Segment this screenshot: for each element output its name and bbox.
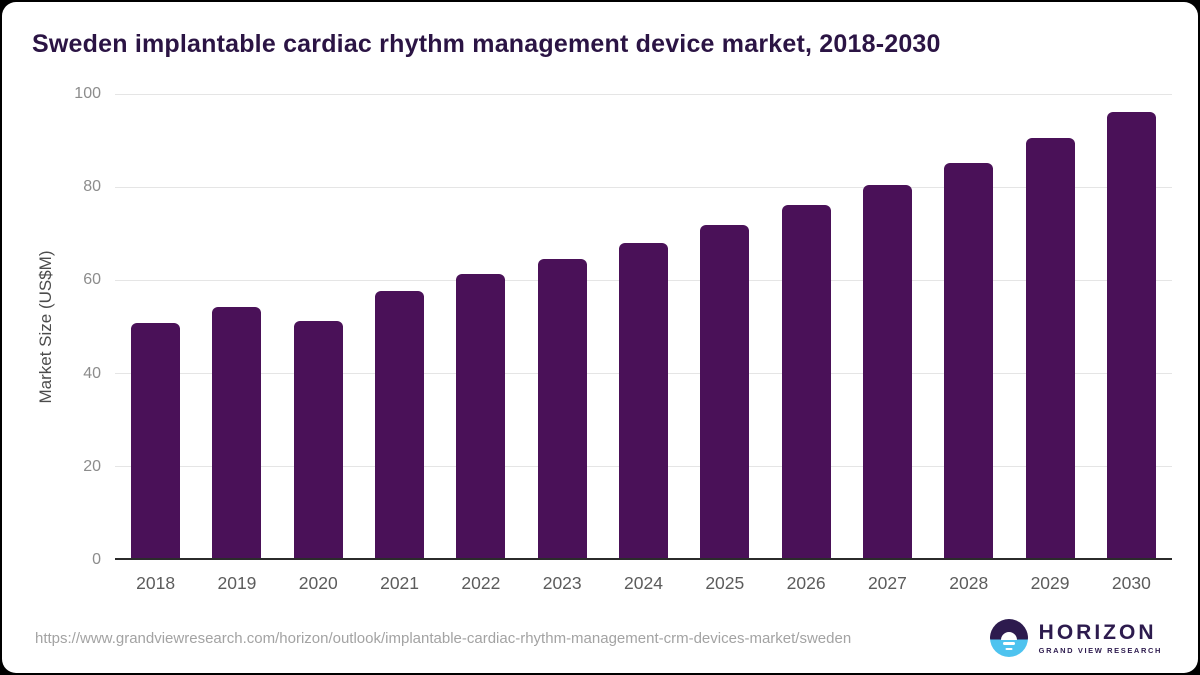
bar-2030 <box>1106 112 1156 559</box>
x-tick-label-2023: 2023 <box>542 573 582 593</box>
x-tick-label-2020: 2020 <box>298 573 338 593</box>
plot-area: 0 20 40 60 80 100 2018 2019 2020 2021 2022 2023 2024… <box>74 85 1172 593</box>
bar-2026 <box>781 205 831 559</box>
x-tick-label-2027: 2027 <box>867 573 907 593</box>
x-tick-label-2021: 2021 <box>380 573 420 593</box>
y-tick-label-80: 80 <box>83 178 101 196</box>
horizon-logo: HORIZON GRAND VIEW RESEARCH <box>989 619 1162 657</box>
bar-2020 <box>293 320 343 559</box>
x-tick-label-2030: 2030 <box>1111 573 1151 593</box>
sun-dome-shape <box>1000 631 1017 640</box>
horizon-sun-icon <box>989 619 1028 657</box>
gridline-80 <box>115 186 1172 188</box>
x-tick-label-2022: 2022 <box>461 573 501 593</box>
bar-2024 <box>619 243 668 559</box>
x-tick-label-2025: 2025 <box>705 573 745 593</box>
x-tick-label-2024: 2024 <box>624 573 663 593</box>
y-tick-label-40: 40 <box>83 364 101 382</box>
y-tick-label-20: 20 <box>83 457 101 475</box>
x-axis-line <box>115 558 1172 560</box>
bar-2019 <box>212 306 262 559</box>
sun-reflection-stripe <box>1002 641 1015 645</box>
logo-name: HORIZON <box>1038 620 1157 644</box>
bar-2018 <box>131 322 181 559</box>
sun-reflection-stripe <box>1005 647 1013 650</box>
logo-text: HORIZON GRAND VIEW RESEARCH <box>1039 622 1162 655</box>
bar-2027 <box>862 184 912 559</box>
footer: https://www.grandviewresearch.com/horizo… <box>35 615 1162 661</box>
x-tick-label-2026: 2026 <box>786 573 826 593</box>
bar-2022 <box>456 274 506 559</box>
bar-2021 <box>375 291 425 559</box>
bar-2025 <box>700 224 750 559</box>
y-tick-label-100: 100 <box>74 85 101 102</box>
x-tick-label-2019: 2019 <box>217 573 257 593</box>
x-tick-label-2018: 2018 <box>136 573 176 593</box>
source-url: https://www.grandviewresearch.com/horizo… <box>35 629 852 647</box>
bar-2023 <box>537 258 587 559</box>
bar-2028 <box>944 162 994 559</box>
logo-subtitle: GRAND VIEW RESEARCH <box>1038 645 1162 655</box>
chart-title: Sweden implantable cardiac rhythm manage… <box>32 30 941 58</box>
y-tick-label-0: 0 <box>92 551 101 568</box>
y-tick-label-60: 60 <box>83 271 101 289</box>
x-tick-label-2028: 2028 <box>949 573 989 593</box>
y-axis-title: Market Size (US$M) <box>36 250 55 404</box>
gridline-100 <box>115 93 1172 95</box>
x-tick-label-2029: 2029 <box>1030 573 1070 593</box>
bar-2029 <box>1025 137 1075 559</box>
